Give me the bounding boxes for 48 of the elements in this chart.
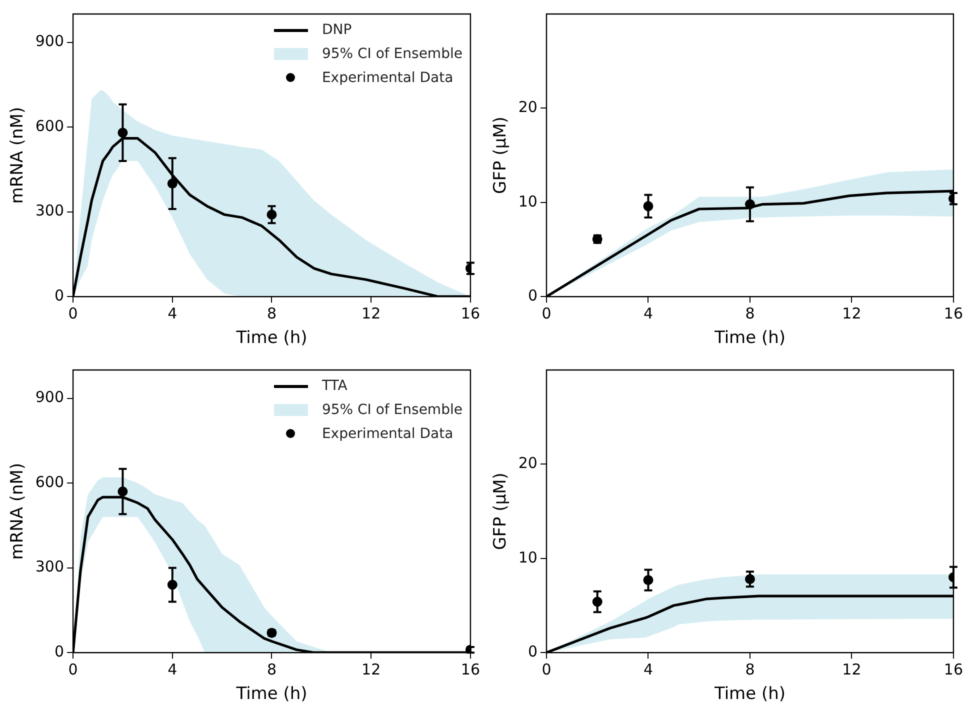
y-tick-label: 0 <box>528 286 538 304</box>
x-tick-label: 16 <box>460 304 480 322</box>
x-tick-label: 4 <box>168 304 178 322</box>
y-tick-label: 0 <box>528 642 538 660</box>
x-axis-title: Time (h) <box>713 328 786 348</box>
y-axis-title: GFP (μM) <box>490 472 511 550</box>
y-tick-label: 300 <box>35 558 64 576</box>
y-tick-label: 20 <box>518 98 538 116</box>
y-tick-label: 20 <box>518 454 538 472</box>
x-tick-label: 8 <box>266 304 277 322</box>
y-axis-title: mRNA (nM) <box>8 462 28 560</box>
x-tick-label: 0 <box>542 304 552 322</box>
x-tick-label: 12 <box>362 304 381 322</box>
x-axis-title: Time (h) <box>235 684 308 704</box>
legend-label: TTA <box>322 378 348 394</box>
y-tick-label: 900 <box>35 388 64 406</box>
x-tick-label: 12 <box>842 304 862 322</box>
x-tick-label: 12 <box>362 660 381 678</box>
legend-label: Experimental Data <box>322 426 454 442</box>
legend-label: DNP <box>322 22 352 38</box>
x-tick-label: 8 <box>745 660 755 678</box>
x-tick-label: 16 <box>944 660 964 678</box>
annotation: 95% CI of Ensemble <box>322 402 462 418</box>
y-tick-label: 600 <box>35 116 64 135</box>
x-tick-label: 0 <box>68 304 78 322</box>
y-axis-title: mRNA (nM) <box>8 106 28 204</box>
x-tick-label: 8 <box>745 304 755 322</box>
x-tick-label: 0 <box>68 660 78 678</box>
y-tick-label: 600 <box>35 472 64 491</box>
x-tick-label: 4 <box>643 304 654 322</box>
y-tick-label: 10 <box>518 192 538 210</box>
y-tick-label: 0 <box>54 642 64 660</box>
x-axis-title: Time (h) <box>235 328 308 348</box>
y-axis-title: GFP (μM) <box>490 116 511 194</box>
y-tick-label: 300 <box>35 202 64 220</box>
x-tick-label: 16 <box>944 304 964 322</box>
x-axis-title: Time (h) <box>713 684 786 704</box>
annotation: 95% CI of Ensemble <box>322 46 462 62</box>
x-tick-label: 4 <box>168 660 178 678</box>
x-tick-label: 4 <box>643 660 654 678</box>
x-tick-label: 12 <box>842 660 862 678</box>
x-tick-label: 16 <box>460 660 480 678</box>
y-tick-label: 10 <box>518 548 538 566</box>
y-tick-label: 0 <box>54 286 64 304</box>
y-tick-label: 900 <box>35 32 64 50</box>
x-tick-label: 8 <box>266 660 277 678</box>
legend-label: Experimental Data <box>322 70 454 86</box>
x-tick-label: 0 <box>542 660 552 678</box>
